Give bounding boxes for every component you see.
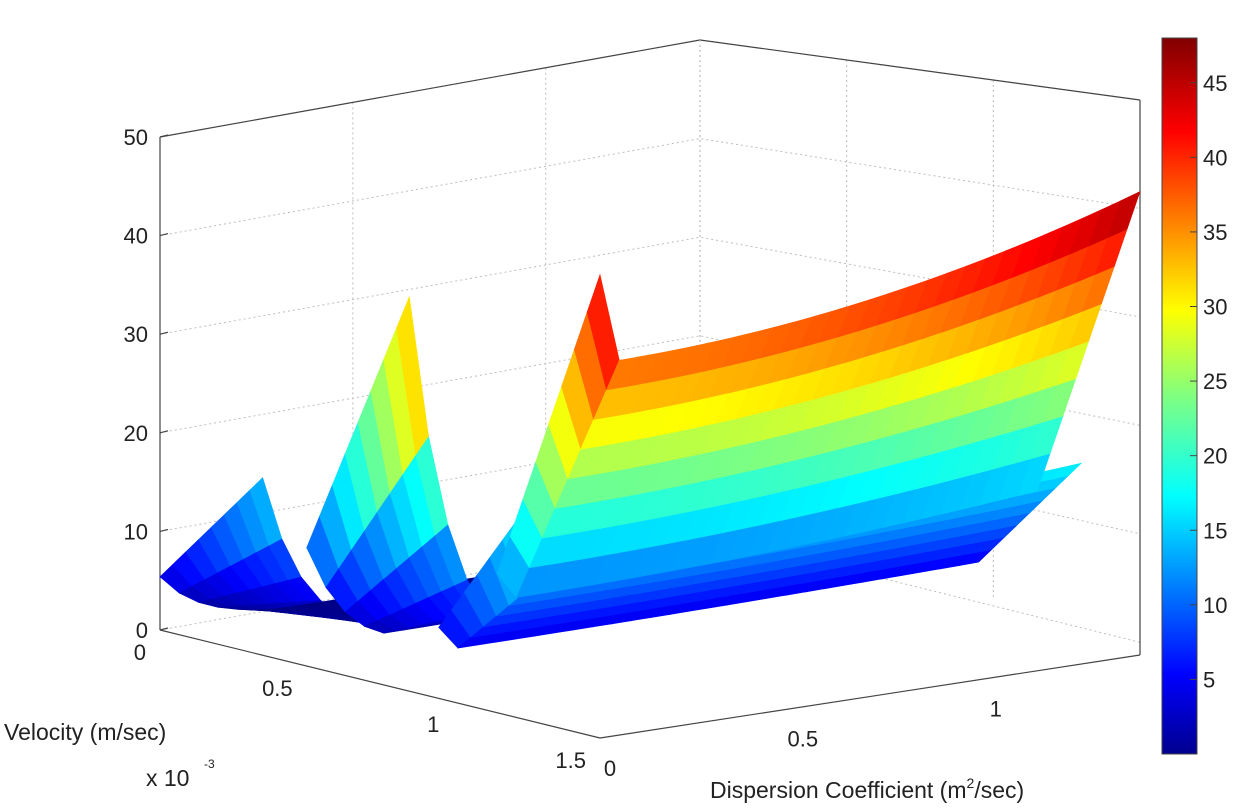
y-tick-label: 0.5 bbox=[262, 676, 293, 701]
y-tick-label: 0 bbox=[134, 640, 146, 665]
surface-patch bbox=[1107, 191, 1141, 239]
colorbar: 5 10 15 20 25 30 35 40 45 bbox=[1161, 37, 1227, 755]
x-axis-ticks: 00.51 bbox=[604, 697, 1002, 781]
grid-line bbox=[159, 39, 1141, 138]
colorbar-tick-label: 30 bbox=[1203, 295, 1227, 320]
x-axis-label-tail: /sec) bbox=[974, 777, 1024, 803]
z-axis-ticks: 0 10 20 30 40 50 bbox=[124, 125, 169, 643]
z-tick-mark bbox=[159, 134, 169, 138]
colorbar-tick-label: 45 bbox=[1203, 71, 1227, 96]
y-tick-label: 1 bbox=[427, 712, 439, 737]
colorbar-gradient bbox=[1161, 37, 1198, 755]
surfaces-group bbox=[159, 191, 1141, 649]
colorbar-ticks: 5 10 15 20 25 30 35 40 45 bbox=[1190, 71, 1227, 692]
colorbar-tick-label: 20 bbox=[1203, 444, 1227, 469]
x-axis-label: Dispersion Coefficient (m2/sec) bbox=[710, 775, 1024, 803]
y-multiplier-label: x 10 bbox=[146, 765, 189, 791]
z-tick-label: 10 bbox=[124, 519, 148, 544]
colorbar-tick-label: 10 bbox=[1203, 593, 1227, 618]
x-tick-label: 0.5 bbox=[788, 726, 819, 751]
y-axis-ticks: 0 0.5 1 1.5 bbox=[134, 640, 586, 773]
z-tick-label: 30 bbox=[124, 322, 148, 347]
z-tick-mark bbox=[159, 233, 169, 237]
x-axis-label-main: Dispersion Coefficient (m bbox=[710, 777, 967, 803]
y-tick-label: 1.5 bbox=[555, 748, 586, 773]
z-tick-label: 0 bbox=[136, 618, 148, 643]
surface-patch bbox=[1048, 462, 1083, 481]
surface-sheet bbox=[496, 191, 1141, 598]
z-tick-mark bbox=[159, 331, 169, 335]
z-tick-label: 50 bbox=[124, 125, 148, 150]
y-multiplier-exponent: -3 bbox=[204, 757, 215, 771]
colorbar-tick-label: 35 bbox=[1203, 220, 1227, 245]
x-tick-label: 1 bbox=[990, 697, 1002, 722]
colorbar-tick-label: 25 bbox=[1203, 369, 1227, 394]
z-tick-mark bbox=[159, 430, 169, 434]
z-tick-label: 40 bbox=[124, 224, 148, 249]
colorbar-tick-label: 15 bbox=[1203, 518, 1227, 543]
x-tick-label: 0 bbox=[604, 756, 616, 781]
y-axis-label: Velocity (m/sec) bbox=[4, 719, 166, 745]
z-tick-label: 20 bbox=[124, 421, 148, 446]
x-axis-label-sup: 2 bbox=[967, 775, 975, 791]
grid-line bbox=[159, 532, 1141, 643]
colorbar-tick-label: 40 bbox=[1203, 145, 1227, 170]
z-tick-mark bbox=[159, 528, 169, 532]
colorbar-tick-label: 5 bbox=[1203, 667, 1215, 692]
z-tick-mark bbox=[159, 627, 169, 631]
